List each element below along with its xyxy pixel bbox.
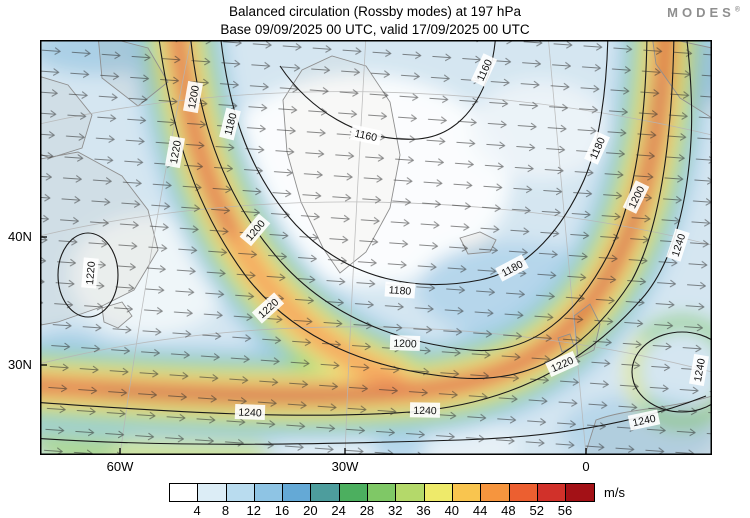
colorbar-tick: 32 bbox=[387, 503, 403, 518]
colorbar-segment bbox=[424, 484, 453, 501]
modes-logo-registered-mark: ® bbox=[734, 6, 740, 14]
colorbar-tick: 48 bbox=[501, 503, 516, 518]
modes-logo-text: MODES bbox=[667, 5, 735, 20]
lat-tick-30n: 30N bbox=[8, 357, 32, 372]
svg-text:1180: 1180 bbox=[388, 284, 412, 298]
svg-text:1220: 1220 bbox=[84, 261, 98, 285]
svg-text:1240: 1240 bbox=[692, 357, 708, 382]
contour-label: 1240 bbox=[627, 409, 661, 431]
colorbar-tick: 24 bbox=[331, 503, 346, 518]
colorbar-tick-labels: 4 8 12 16 20 24 28 32 36 40 44 48 52 56 bbox=[183, 503, 579, 518]
lon-tick-0: 0 bbox=[582, 459, 590, 474]
colorbar-segment bbox=[170, 484, 199, 501]
colorbar-tick: 36 bbox=[416, 503, 431, 518]
contour-label: 1220 bbox=[165, 135, 185, 169]
colorbar-tick: 4 bbox=[193, 503, 201, 518]
colorbar-segment bbox=[368, 484, 397, 501]
svg-text:1160: 1160 bbox=[353, 128, 378, 144]
colorbar-tick: 16 bbox=[274, 503, 290, 518]
colorbar-segment bbox=[254, 484, 284, 501]
contour-label: 1220 bbox=[81, 257, 99, 289]
lon-tick-60w: 60W bbox=[106, 459, 134, 474]
colorbar-tick: 20 bbox=[303, 503, 318, 518]
colorbar-tick: 28 bbox=[359, 503, 375, 518]
map-panel: 1160 1160 1180 1180 1180 1180 1200 1200 … bbox=[40, 40, 742, 488]
lat-tick-40n: 40N bbox=[8, 229, 32, 244]
colorbar-segment bbox=[283, 484, 312, 501]
figure-title: Balanced circulation (Rossby modes) at 1… bbox=[229, 4, 521, 19]
svg-text:1240: 1240 bbox=[413, 405, 437, 417]
colorbar-tick: 44 bbox=[472, 503, 488, 518]
contour-label: 1200 bbox=[183, 80, 203, 114]
contour-label: 1240 bbox=[234, 403, 266, 421]
wind-arrows-overlay bbox=[40, 40, 712, 455]
modes-logo: MODES® bbox=[667, 5, 740, 20]
colorbar-segment bbox=[509, 484, 538, 501]
colorbar-segment bbox=[339, 484, 369, 501]
colorbar-tick: 52 bbox=[529, 503, 544, 518]
colorbar-segment bbox=[481, 484, 510, 501]
map-frame bbox=[40, 40, 712, 455]
lon-tick-30w: 30W bbox=[331, 459, 359, 474]
colorbar-segment bbox=[537, 484, 567, 501]
figure-subtitle: Base 09/09/2025 00 UTC, valid 17/09/2025… bbox=[220, 21, 530, 37]
contour-label: 1160 bbox=[349, 124, 383, 146]
contour-label: 1240 bbox=[409, 402, 441, 418]
contour-label: 1240 bbox=[689, 353, 709, 387]
colorbar-tick: 40 bbox=[444, 503, 460, 518]
map-svg: 1160 1160 1180 1180 1180 1180 1200 1200 … bbox=[40, 40, 742, 488]
contour-label: 1200 bbox=[389, 334, 421, 352]
svg-text:1200: 1200 bbox=[186, 84, 202, 109]
contour-label: 1240 bbox=[666, 228, 690, 262]
colorbar-segment bbox=[311, 484, 340, 501]
colorbar-tick: 8 bbox=[221, 503, 230, 518]
colorbar-unit: m/s bbox=[604, 485, 625, 500]
contour-label: 1180 bbox=[219, 107, 241, 141]
colorbar-segment bbox=[396, 484, 425, 501]
colorbar-segment bbox=[226, 484, 255, 501]
contour-label: 1180 bbox=[384, 281, 416, 299]
colorbar-tick: 12 bbox=[246, 503, 261, 518]
svg-text:1200: 1200 bbox=[393, 338, 417, 351]
colorbar-segment bbox=[198, 484, 227, 501]
figure-title-block: Balanced circulation (Rossby modes) at 1… bbox=[0, 3, 750, 38]
svg-text:1240: 1240 bbox=[238, 407, 262, 420]
svg-text:1180: 1180 bbox=[222, 112, 239, 137]
colorbar-segment bbox=[566, 484, 595, 501]
colorbar bbox=[169, 483, 596, 502]
colorbar-segment bbox=[452, 484, 482, 501]
svg-text:1240: 1240 bbox=[632, 413, 657, 430]
colorbar-tick: 56 bbox=[557, 503, 573, 518]
svg-text:1220: 1220 bbox=[168, 139, 184, 164]
